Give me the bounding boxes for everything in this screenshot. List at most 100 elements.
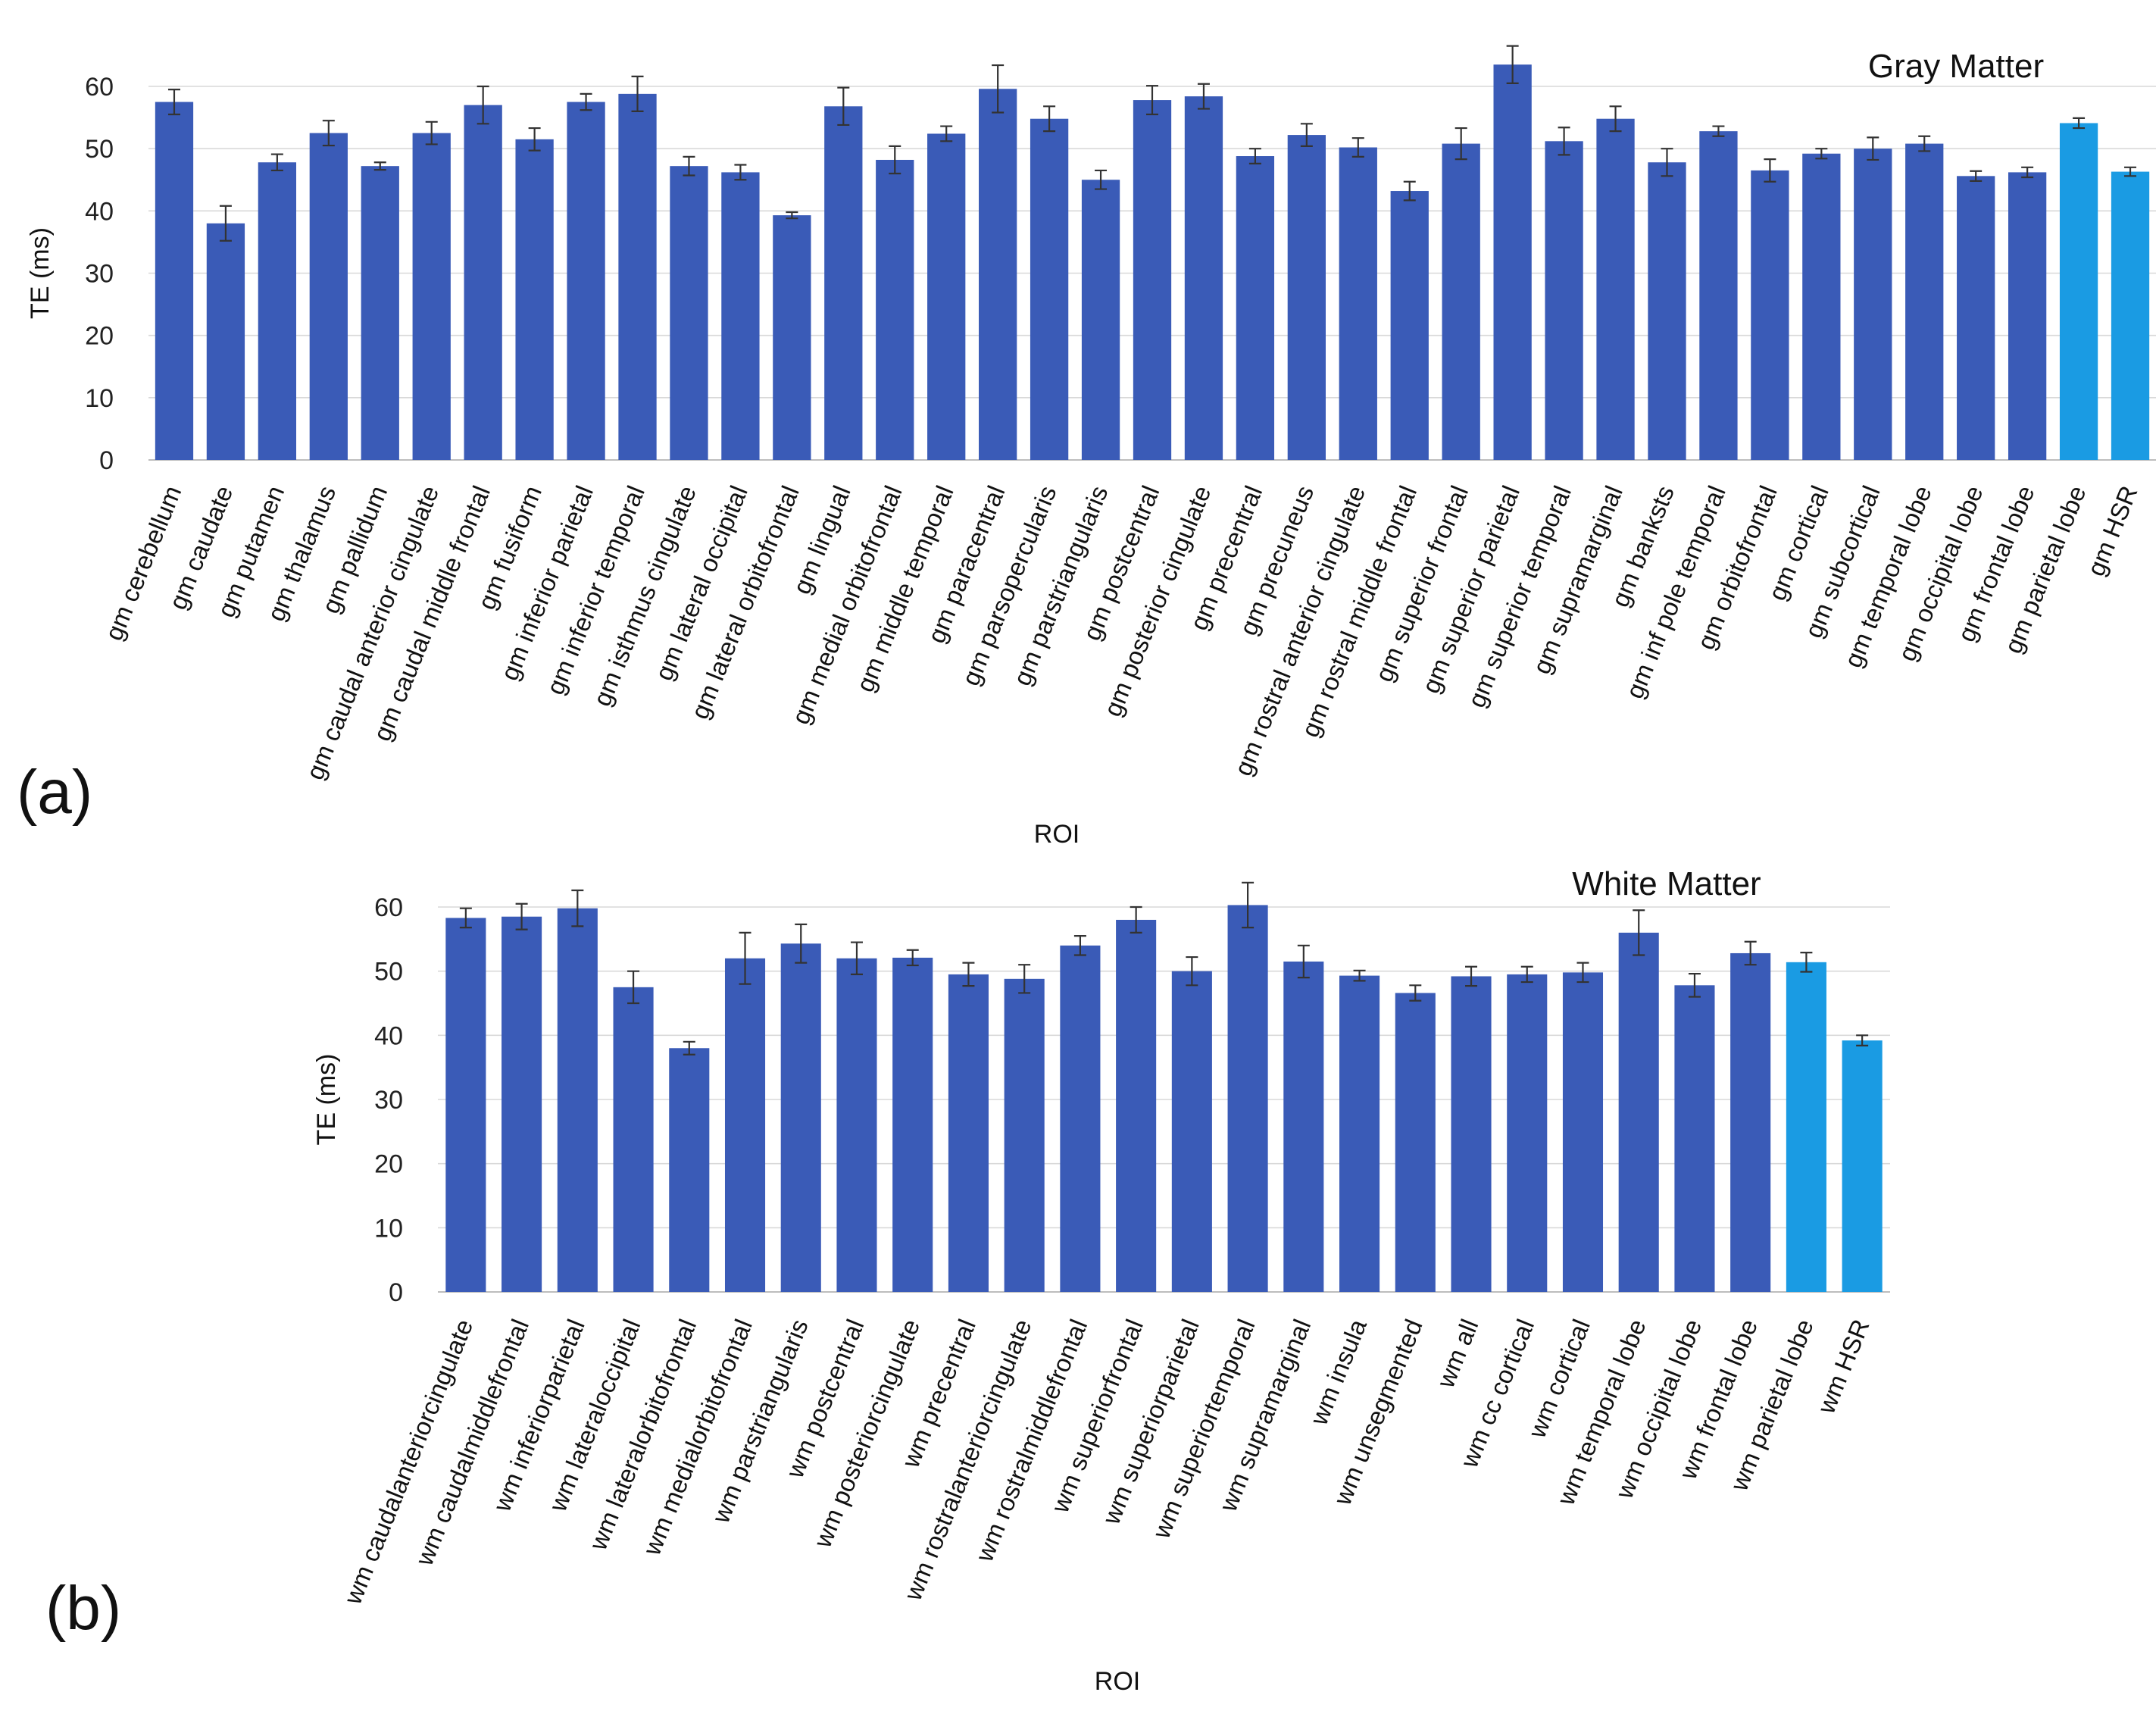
bar-wm-lateraloccipital [613, 987, 654, 1292]
error-bar-wm-rostralanteriorcingulate [1018, 964, 1031, 994]
error-bar-wm-rostralmiddlefrontal [1073, 934, 1086, 956]
error-bar-wm-cc-cortical [1520, 965, 1533, 984]
error-bar-gm-pallidum [373, 161, 386, 171]
bar-gm-cortical [1802, 153, 1841, 461]
chart-title: Gray Matter [1868, 48, 2044, 85]
error-bar-gm-rostral-middle-frontal [1403, 180, 1416, 202]
bar-wm-superiortemporal [1227, 905, 1268, 1292]
error-bar-wm-insula [1353, 969, 1366, 982]
bar-wm-supramarginal [1283, 961, 1324, 1292]
error-bar-wm-lateralorbitofrontal [683, 1040, 695, 1056]
bar-gm-caudal-anterior-cingulate [412, 133, 451, 460]
bar-gm-fusiform [515, 139, 554, 460]
bar-gm-rostral-anterior-cingulate [1339, 147, 1377, 461]
error-bar-wm-caudalmiddlefrontal [515, 902, 528, 931]
bar-wm-parietal-lobe [1786, 962, 1826, 1292]
bar-wm-unsegmented [1395, 993, 1436, 1292]
bar-gm-precentral [1236, 156, 1275, 460]
bar-gm-superior-frontal [1442, 143, 1480, 461]
error-bar-gm-posterior-cingulate [1197, 83, 1210, 110]
bar-gm-lateral-occipital [721, 172, 760, 460]
bar-wm-rostralmiddlefrontal [1060, 945, 1101, 1292]
error-bar-gm-frontal-lobe [2021, 166, 2034, 179]
error-bar-gm-temporal-lobe [1918, 135, 1931, 152]
y-tick-label-50: 50 [85, 135, 114, 164]
error-bar-wm-lateraloccipital [627, 970, 640, 1005]
bar-gm-caudate [206, 223, 245, 460]
y-tick-label-0: 0 [389, 1278, 403, 1307]
error-bar-wm-cortical [1576, 962, 1589, 984]
y-tick-label-30: 30 [374, 1086, 403, 1115]
bar-gm-subcortical [1854, 149, 1892, 460]
x-tick-label-wm-superiortemporal: wm superiortemporal [1146, 1315, 1260, 1543]
y-tick-label-50: 50 [374, 958, 403, 987]
bar-gm-frontal-lobe [2008, 172, 2047, 460]
panel-label: (a) [17, 758, 92, 827]
error-bar-gm-inferior-temporal [631, 75, 644, 112]
y-tick-label-40: 40 [374, 1021, 403, 1050]
error-bar-gm-thalamus [322, 120, 335, 147]
error-bar-gm-banksts [1661, 148, 1673, 177]
error-bar-gm-parstriangularis [1095, 169, 1108, 190]
y-axis-label: TE (ms) [26, 227, 55, 319]
bar-wm-cortical [1562, 972, 1604, 1292]
error-bar-gm-parietal-lobe [2073, 117, 2086, 130]
error-bar-gm-lateral-occipital [734, 164, 747, 181]
bar-gm-hsr [2111, 171, 2150, 460]
bar-wm-rostralanteriorcingulate [1004, 978, 1045, 1292]
bar-wm-inferiorparietal [557, 908, 598, 1292]
bar-gm-medial-orbitofrontal [876, 159, 914, 460]
error-bar-wm-superiorfrontal [1130, 905, 1142, 934]
y-tick-label-60: 60 [374, 893, 403, 922]
bar-gm-inferior-parietal [567, 102, 605, 460]
y-tick-label-20: 20 [85, 322, 114, 351]
error-bar-wm-frontal-lobe [1744, 940, 1757, 966]
bar-gm-thalamus [309, 133, 348, 460]
bar-gm-superior-parietal [1493, 64, 1532, 460]
error-bar-wm-supramarginal [1297, 944, 1310, 979]
error-bar-gm-supramarginal [1609, 105, 1622, 133]
bar-gm-caudal-middle-frontal [464, 105, 502, 460]
error-bar-wm-caudalanteriorcingulate [459, 907, 472, 929]
error-bar-gm-middle-temporal [940, 125, 953, 142]
x-tick-label-gm-cerebellum: gm cerebellum [99, 482, 186, 645]
error-bar-wm-inferiorparietal [571, 889, 584, 927]
bar-wm-superiorfrontal [1116, 919, 1157, 1292]
error-bar-gm-lingual [837, 86, 850, 127]
error-bar-gm-hsr [2124, 166, 2137, 177]
bar-wm-precentral [948, 974, 989, 1292]
bar-wm-cc-cortical [1507, 974, 1548, 1292]
bar-wm-parstriangularis [780, 943, 821, 1292]
bar-gm-supramarginal [1596, 118, 1635, 460]
y-axis-label: TE (ms) [312, 1054, 341, 1146]
y-tick-label-30: 30 [85, 260, 114, 289]
bar-gm-inf-pole-temporal [1699, 131, 1738, 460]
bar-gm-posterior-cingulate [1184, 96, 1223, 460]
bar-gm-parsopercularis [1030, 118, 1069, 460]
error-bar-gm-postcentral [1146, 85, 1158, 116]
x-tick-label-wm-hsr: wm HSR [1811, 1315, 1874, 1418]
bar-gm-parietal-lobe [2059, 123, 2098, 460]
bar-wm-all [1451, 976, 1492, 1292]
error-bar-wm-precentral [962, 962, 975, 987]
error-bar-gm-fusiform [528, 127, 541, 152]
error-bar-gm-orbitofrontal [1764, 158, 1776, 183]
bar-gm-temporal-lobe [1905, 143, 1944, 461]
error-bar-gm-occipital-lobe [1970, 170, 1983, 182]
error-bar-gm-inf-pole-temporal [1712, 125, 1725, 137]
bar-gm-cerebellum [155, 102, 194, 460]
y-tick-label-40: 40 [85, 197, 114, 226]
error-bar-wm-medialorbitofrontal [739, 931, 751, 985]
error-bar-gm-medial-orbitofrontal [889, 145, 901, 175]
bar-wm-posteriorcingulate [892, 957, 933, 1292]
error-bar-wm-all [1465, 965, 1478, 987]
bar-wm-medialorbitofrontal [724, 958, 766, 1292]
error-bar-wm-superiortemporal [1242, 881, 1255, 929]
error-bar-gm-rostral-anterior-cingulate [1351, 137, 1364, 158]
x-tick-label-wm-all: wm all [1431, 1315, 1484, 1392]
error-bar-wm-postcentral [850, 941, 863, 976]
error-bar-gm-subcortical [1867, 136, 1879, 161]
bar-gm-lingual [824, 106, 863, 460]
